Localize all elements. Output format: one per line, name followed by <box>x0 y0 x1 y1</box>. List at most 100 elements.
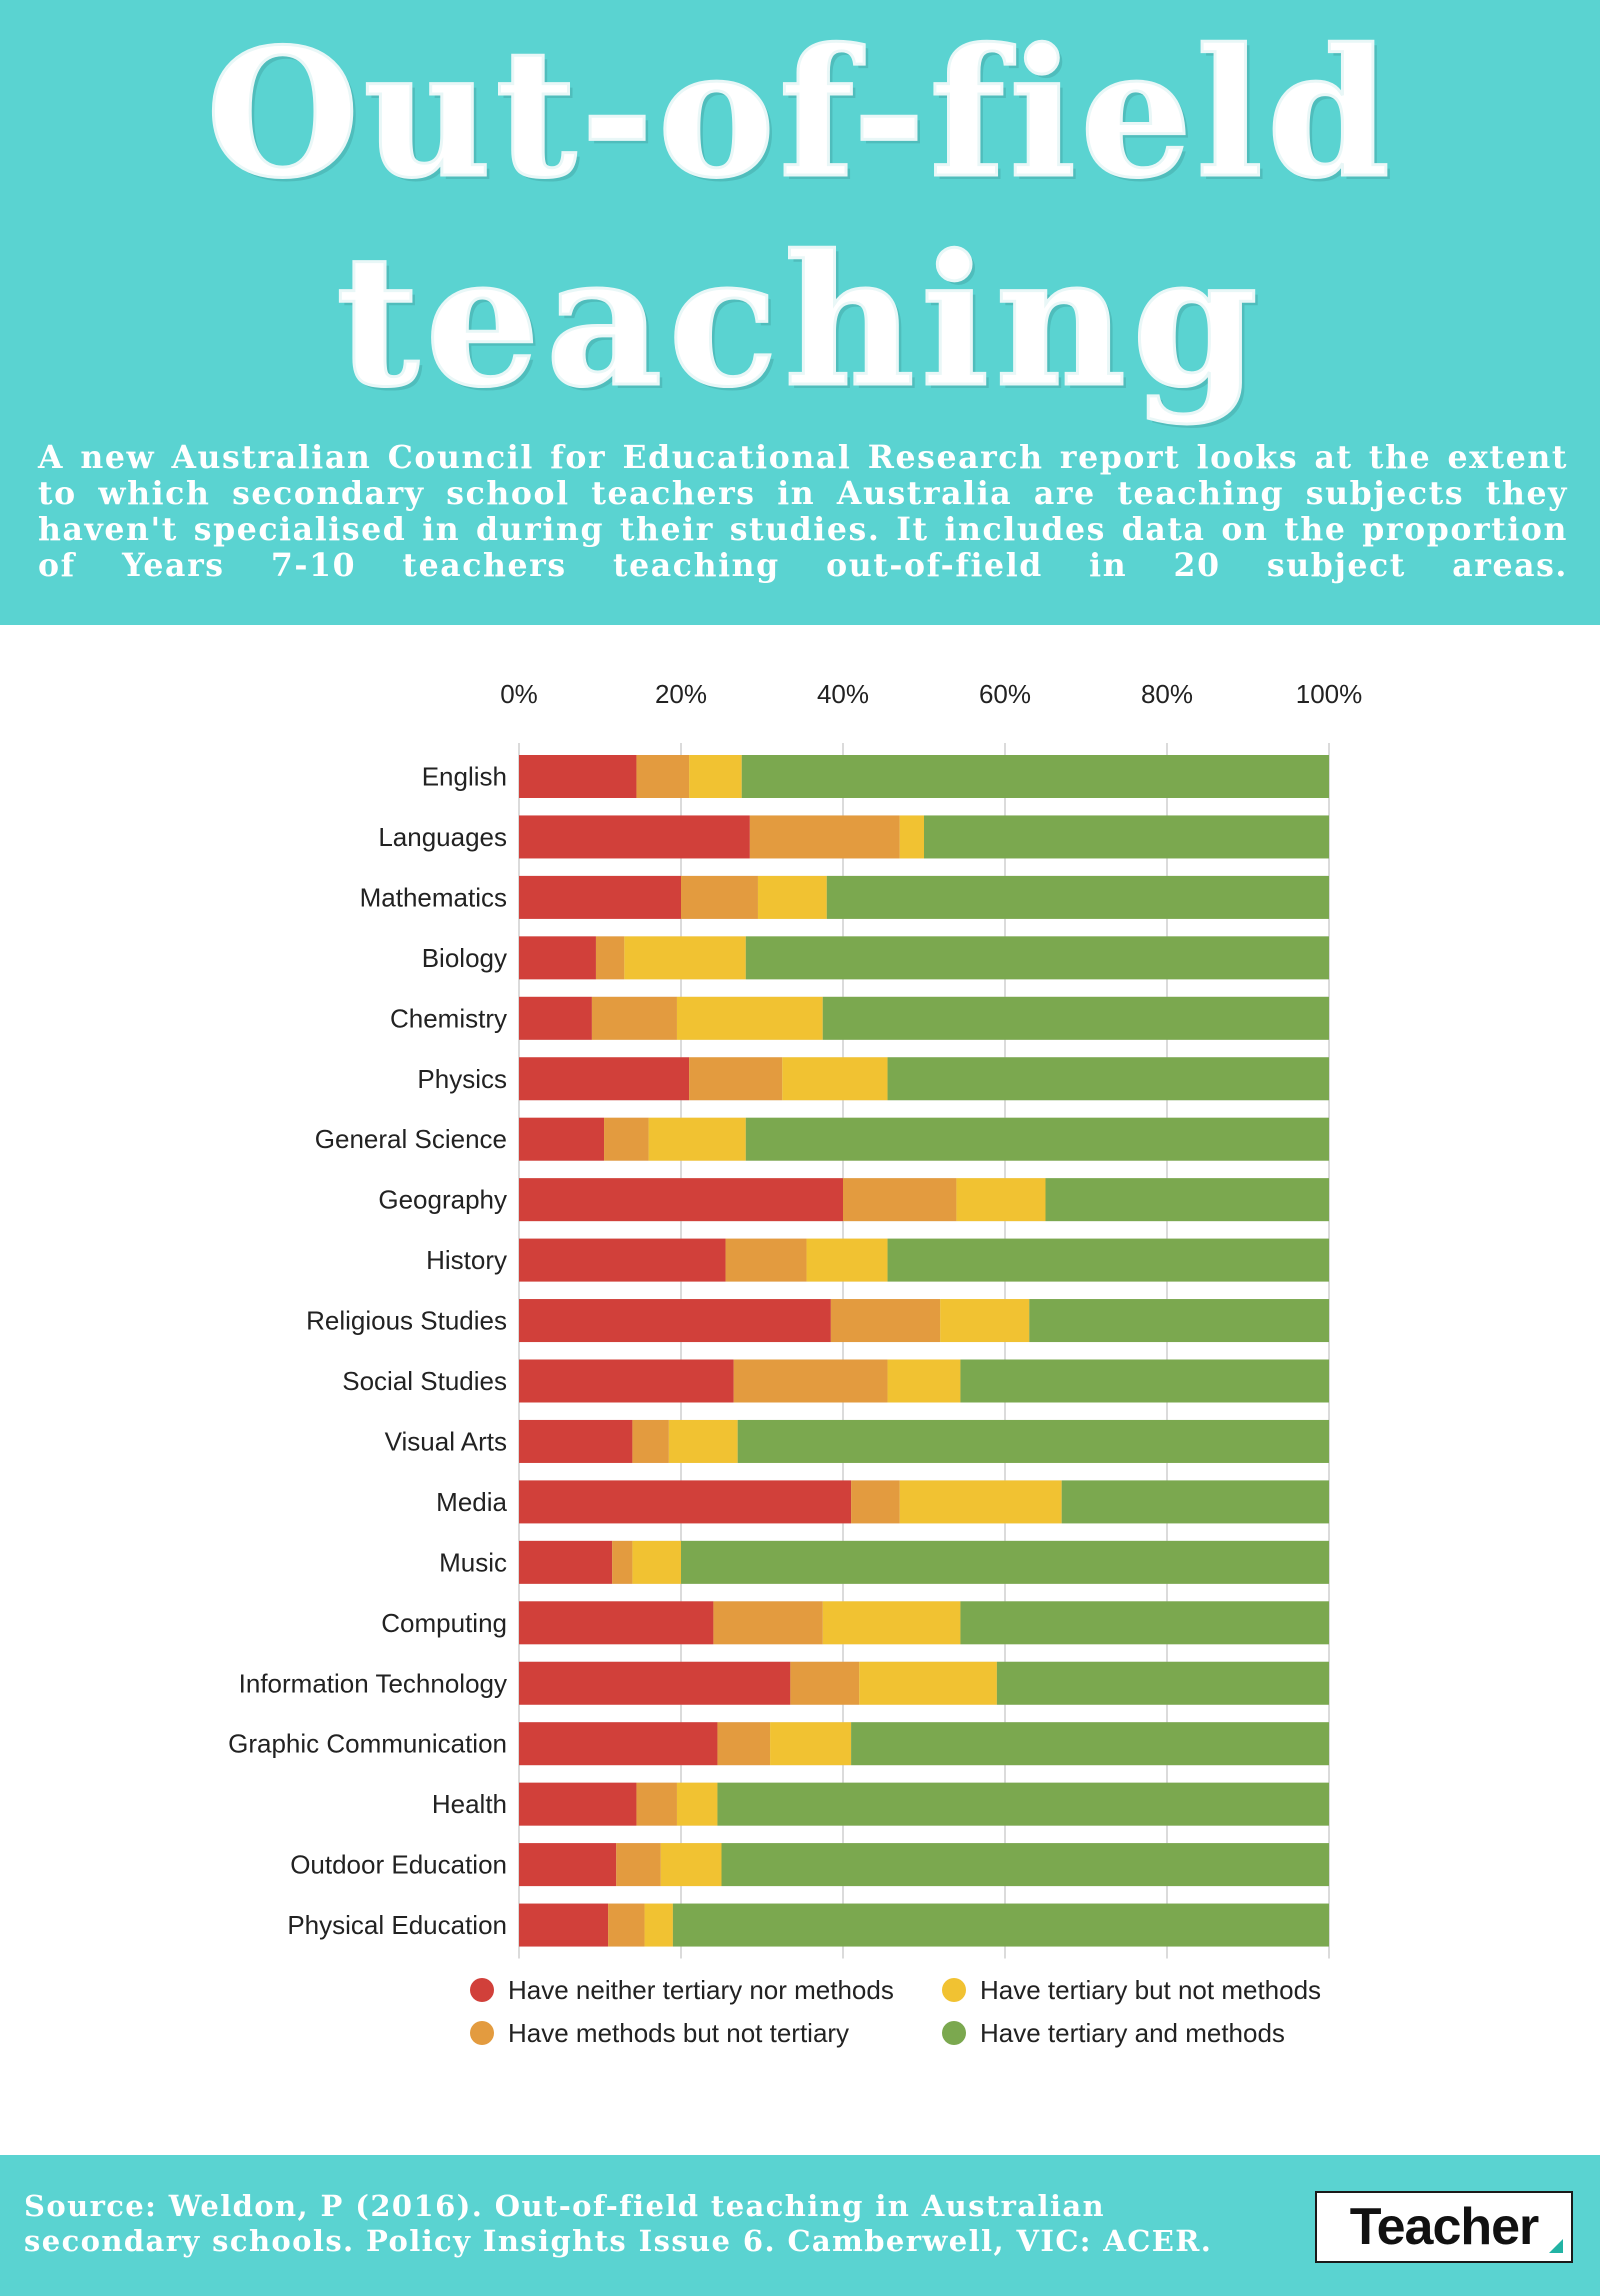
category-label-visual-arts: Visual Arts <box>385 1426 507 1456</box>
bar-segment-computing-s1 <box>713 1601 823 1645</box>
category-label-english: English <box>422 762 507 792</box>
bar-segment-geography-s0 <box>519 1178 843 1222</box>
bar-segment-mathematics-s3 <box>826 875 1329 919</box>
bar-segment-history-s0 <box>519 1238 726 1282</box>
legend-label-neither: Have neither tertiary nor methods <box>508 1974 894 2005</box>
bar-segment-graphic-communication-s2 <box>770 1722 852 1766</box>
legend-label-methods-only: Have methods but not tertiary <box>508 2017 850 2048</box>
bar-segment-religious-studies-s2 <box>940 1299 1030 1343</box>
bar-segment-history-s1 <box>725 1238 807 1282</box>
category-label-physics: Physics <box>417 1064 507 1094</box>
bar-segment-chemistry-s0 <box>519 996 592 1040</box>
category-label-information-technology: Information Technology <box>239 1668 507 1698</box>
bar-segment-computing-s3 <box>960 1601 1329 1645</box>
bar-segment-information-technology-s0 <box>519 1661 791 1705</box>
legend-swatch-tertiary-only <box>942 1978 966 2002</box>
bar-segment-computing-s0 <box>519 1601 714 1645</box>
legend-swatch-both <box>942 2021 966 2045</box>
legend-item-both: Have tertiary and methods <box>942 2013 1285 2053</box>
bar-segment-music-s3 <box>681 1540 1329 1584</box>
bar-segment-chemistry-s1 <box>591 996 677 1040</box>
bar-segment-english-s1 <box>636 755 690 798</box>
bar-segment-physics-s3 <box>887 1057 1329 1101</box>
category-label-health: Health <box>432 1789 507 1819</box>
intro-text: A new Australian Council for Educational… <box>38 439 1568 584</box>
bar-segment-languages-s3 <box>924 815 1329 859</box>
title-line-1: Out-of-field <box>205 10 1394 217</box>
legend-swatch-methods-only <box>470 2021 494 2045</box>
bar-segment-languages-s1 <box>749 815 900 859</box>
category-label-languages: Languages <box>378 822 507 852</box>
bar-segment-social-studies-s2 <box>887 1359 961 1403</box>
x-tick-label: 60% <box>979 679 1031 709</box>
bar-segment-mathematics-s2 <box>757 875 827 919</box>
bar-segment-media-s3 <box>1061 1480 1329 1524</box>
bar-segment-english-s2 <box>689 755 742 798</box>
bar-segment-visual-arts-s0 <box>519 1419 633 1463</box>
bar-segment-mathematics-s1 <box>681 875 758 919</box>
bar-segment-health-s0 <box>519 1782 637 1826</box>
bar-segment-history-s2 <box>806 1238 888 1282</box>
bar-segment-physical-education-s3 <box>672 1903 1329 1947</box>
bar-segment-information-technology-s2 <box>859 1661 997 1705</box>
category-label-media: Media <box>436 1487 507 1517</box>
x-tick-label: 20% <box>655 679 707 709</box>
bar-segment-visual-arts-s2 <box>668 1419 738 1463</box>
legend-swatch-neither <box>470 1978 494 2002</box>
category-label-history: History <box>426 1245 507 1275</box>
bar-segment-music-s2 <box>632 1540 681 1584</box>
category-label-computing: Computing <box>381 1608 507 1638</box>
stacked-bar-chart: 0% 20% 40% 60% 80% 100% English Languages Mathem… <box>228 679 1363 1959</box>
category-label-music: Music <box>439 1547 507 1577</box>
bar-segment-outdoor-education-s1 <box>616 1843 661 1887</box>
teacher-logo: Teacher <box>1315 2191 1573 2263</box>
bar-segment-physics-s2 <box>782 1057 888 1101</box>
legend-item-methods-only: Have methods but not tertiary <box>470 2013 849 2053</box>
bar-segment-biology-s3 <box>745 936 1329 980</box>
category-label-biology: Biology <box>422 943 507 973</box>
bar-segment-computing-s2 <box>822 1601 961 1645</box>
bar-segment-history-s3 <box>887 1238 1329 1282</box>
category-label-religious-studies: Religious Studies <box>306 1306 507 1336</box>
bar-segment-religious-studies-s0 <box>519 1299 831 1343</box>
bar-segment-information-technology-s3 <box>996 1661 1329 1705</box>
bar-segment-geography-s1 <box>843 1178 957 1222</box>
legend-item-neither: Have neither tertiary nor methods <box>470 1970 894 2010</box>
bar-segment-media-s1 <box>851 1480 900 1524</box>
bar-segment-general-science-s0 <box>519 1117 605 1161</box>
category-label-chemistry: Chemistry <box>390 1003 507 1033</box>
bar-segment-graphic-communication-s0 <box>519 1722 718 1766</box>
category-label-graphic-communication: Graphic Communication <box>228 1729 507 1759</box>
bar-segment-media-s2 <box>899 1480 1062 1524</box>
bar-segment-physics-s0 <box>519 1057 690 1101</box>
logo-text: Teacher <box>1349 2198 1540 2256</box>
logo-corner-mark <box>1549 2239 1563 2253</box>
x-tick-label: 80% <box>1141 679 1193 709</box>
bar-segment-physical-education-s1 <box>608 1903 645 1947</box>
chart-area: 0% 20% 40% 60% 80% 100% English Languages Mathem… <box>0 625 1600 2155</box>
bar-segment-music-s0 <box>519 1540 613 1584</box>
bar-segment-health-s3 <box>717 1782 1329 1826</box>
x-tick-label: 40% <box>817 679 869 709</box>
bar-segment-outdoor-education-s2 <box>660 1843 722 1887</box>
bar-segment-physical-education-s0 <box>519 1903 609 1947</box>
category-label-social-studies: Social Studies <box>342 1366 507 1396</box>
bar-segment-graphic-communication-s3 <box>851 1722 1329 1766</box>
bar-segment-english-s0 <box>519 755 637 798</box>
bar-segment-geography-s2 <box>956 1178 1046 1222</box>
bar-segment-geography-s3 <box>1045 1178 1329 1222</box>
bar-segment-chemistry-s2 <box>676 996 823 1040</box>
bar-segment-graphic-communication-s1 <box>717 1722 771 1766</box>
x-tick-label: 100% <box>1296 679 1363 709</box>
bar-segment-outdoor-education-s0 <box>519 1843 617 1887</box>
legend-label-both: Have tertiary and methods <box>980 2017 1285 2048</box>
bar-segment-languages-s2 <box>899 815 924 859</box>
bar-segment-english-s3 <box>741 755 1329 798</box>
legend-label-tertiary-only: Have tertiary but not methods <box>980 1974 1322 2005</box>
bar-segment-biology-s0 <box>519 936 596 980</box>
bar-segment-biology-s1 <box>595 936 625 980</box>
bar-segment-media-s0 <box>519 1480 852 1524</box>
category-label-physical-education: Physical Education <box>287 1910 507 1940</box>
bar-segment-general-science-s3 <box>745 1117 1329 1161</box>
bar-segment-health-s2 <box>676 1782 718 1826</box>
